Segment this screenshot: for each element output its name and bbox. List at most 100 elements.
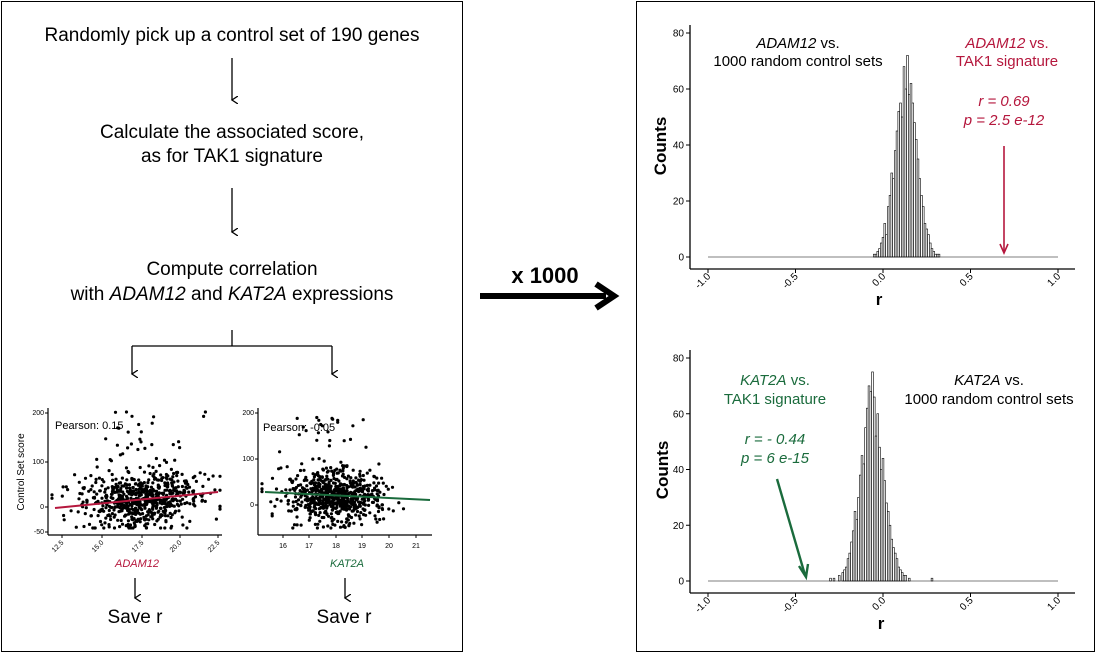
scatter-point <box>342 482 346 487</box>
step-calculate-score-line2: as for TAK1 signature <box>140 146 323 167</box>
scatter-point <box>366 498 370 502</box>
scatter-point <box>139 517 143 521</box>
scatter-point <box>177 440 181 444</box>
scatter-point <box>112 526 117 530</box>
scatter-point <box>150 421 154 425</box>
scatter-kat2a-ticks <box>255 412 417 538</box>
scatter-point <box>328 438 332 443</box>
scatter-point <box>114 477 118 481</box>
scatter-point <box>329 512 333 516</box>
scatter-point <box>104 506 108 510</box>
scatter-point <box>107 523 111 527</box>
scatter-point <box>294 508 298 512</box>
ytick: 0 <box>40 504 44 511</box>
scatter-point <box>173 458 177 462</box>
scatter-point <box>284 488 288 492</box>
scatter-point <box>357 478 361 482</box>
histogram-adam12: -1.0 -0.5 0.0 0.5 1.0 0 20 40 60 80 Counts r ADAM… <box>651 25 1075 309</box>
scatter-point <box>113 505 117 509</box>
histogram-adam12-bars <box>873 55 941 258</box>
scatter-point <box>157 492 161 496</box>
scatter-point <box>351 424 355 428</box>
scatter-point <box>92 496 97 500</box>
scatter-point <box>353 485 357 489</box>
scatter-point <box>169 492 173 496</box>
scatter-point <box>326 430 330 434</box>
scatter-point <box>338 525 343 529</box>
histogram-kat2a-title-vs: vs. <box>1001 372 1024 389</box>
scatter-point <box>107 504 112 508</box>
scatter-point <box>312 478 316 482</box>
scatter-point <box>336 420 340 424</box>
scatter-point <box>117 489 121 493</box>
scatter-point <box>83 476 88 480</box>
scatter-point <box>317 485 322 489</box>
scatter-point <box>314 513 318 517</box>
scatter-point <box>308 512 312 516</box>
scatter-point <box>74 525 78 529</box>
x-tick-label: 1.0 <box>1046 271 1064 289</box>
scatter-point <box>341 472 345 476</box>
scatter-point <box>134 487 138 492</box>
scatter-point <box>121 490 125 494</box>
scatter-point <box>376 509 381 514</box>
histogram-adam12-observed-line2: TAK1 signature <box>956 53 1058 70</box>
scatter-point <box>146 493 151 497</box>
scatter-point <box>126 522 130 527</box>
scatter-adam12-yticklabels: 200 100 0 -50 <box>32 410 44 536</box>
scatter-point <box>366 487 370 491</box>
scatter-point <box>352 481 356 485</box>
scatter-point <box>155 489 159 493</box>
scatter-point <box>150 443 154 447</box>
scatter-point <box>318 510 322 515</box>
scatter-point <box>129 511 133 515</box>
scatter-point <box>125 486 129 490</box>
scatter-point <box>345 486 349 490</box>
scatter-point <box>192 499 196 503</box>
scatter-point <box>121 452 125 456</box>
xtick: 18 <box>332 543 340 550</box>
scatter-point <box>162 458 167 462</box>
scatter-point <box>301 425 305 429</box>
scatter-point <box>305 495 309 499</box>
ytick: 100 <box>32 459 44 466</box>
scatter-point <box>361 418 365 422</box>
step-pick-control-set: Randomly pick up a control set of 190 ge… <box>44 25 420 46</box>
scatter-point <box>137 494 141 498</box>
scatter-point <box>380 507 385 512</box>
scatter-point <box>337 489 341 493</box>
scatter-point <box>317 457 321 461</box>
scatter-point <box>357 500 361 504</box>
scatter-point <box>288 477 292 481</box>
scatter-point <box>102 526 106 530</box>
scatter-point <box>132 508 136 512</box>
scatter-point <box>328 500 332 505</box>
scatter-point <box>270 512 274 516</box>
scatter-point <box>103 487 108 491</box>
scatter-point <box>381 481 385 485</box>
x-tick-label: -1.0 <box>693 271 713 291</box>
scatter-point <box>336 519 340 524</box>
scatter-point <box>117 497 121 501</box>
scatter-point <box>120 494 124 499</box>
scatter-point <box>87 489 91 493</box>
scatter-point <box>334 506 338 510</box>
scatter-point <box>127 508 131 512</box>
scatter-point <box>151 494 155 498</box>
scatter-point <box>143 446 147 450</box>
scatter-point <box>109 517 113 522</box>
scatter-point <box>170 504 174 508</box>
scatter-point <box>124 466 129 470</box>
xtick: 21 <box>412 543 420 550</box>
scatter-point <box>106 486 110 490</box>
scatter-point <box>82 486 86 490</box>
scatter-point <box>108 514 112 518</box>
scatter-point <box>330 490 334 494</box>
scatter-point <box>166 474 170 478</box>
scatter-point <box>347 504 351 508</box>
scatter-point <box>180 472 184 476</box>
scatter-point <box>317 489 321 493</box>
scatter-point <box>365 483 369 487</box>
scatter-point <box>143 505 147 510</box>
